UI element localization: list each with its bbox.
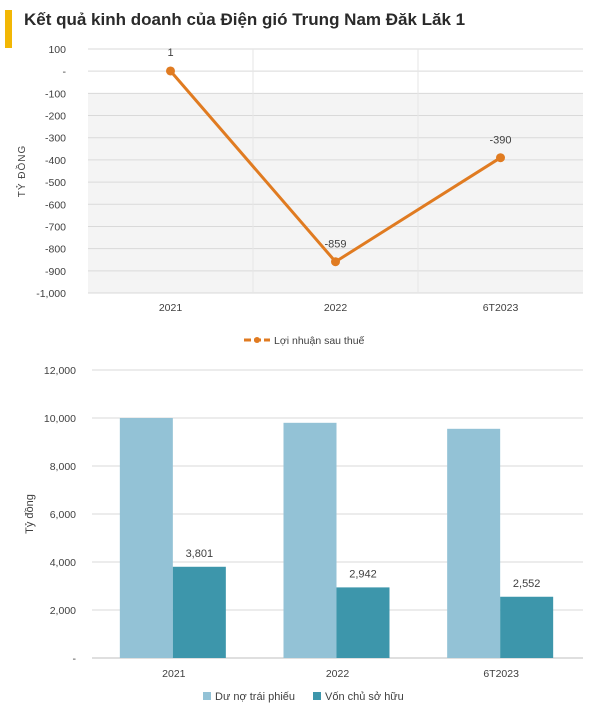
bar-von-chu-so-huu <box>500 596 554 658</box>
bar-du-no-trai-phieu <box>283 422 337 658</box>
legend-swatch <box>203 692 211 700</box>
profit-line-chart: 100 - -100 -200 -300 -400 -500 -600 -700 -800 -900… <box>15 44 583 347</box>
data-label: 1 <box>167 47 173 59</box>
data-point <box>496 153 505 163</box>
page-title: Kết quả kinh doanh của Điện gió Trung Na… <box>24 10 466 29</box>
bar-du-no-trai-phieu <box>119 418 173 658</box>
x-tick-label: 2022 <box>326 668 350 680</box>
y-tick-label: -600 <box>45 199 66 211</box>
y-tick-label: - <box>73 653 77 665</box>
x-tick-label: 2022 <box>324 302 348 314</box>
y-tick-label: - <box>63 66 67 78</box>
y-tick-label: 100 <box>48 44 66 56</box>
data-label: 3,801 <box>186 548 214 560</box>
data-label: 2,942 <box>349 568 377 580</box>
y-tick-label: -1,000 <box>36 288 66 300</box>
legend-swatch <box>313 692 321 700</box>
y-tick-label: -200 <box>45 111 66 123</box>
bar-du-no-trai-phieu <box>447 428 501 658</box>
y-tick-label: 4,000 <box>50 557 76 569</box>
y-tick-label: -900 <box>45 266 66 278</box>
y-tick-label: 6,000 <box>50 509 76 521</box>
legend-marker <box>254 337 260 343</box>
bar-von-chu-so-huu <box>336 587 390 658</box>
bar-von-chu-so-huu <box>172 566 226 658</box>
x-tick-label: 6T2023 <box>483 668 519 680</box>
y-tick-label: -300 <box>45 133 66 145</box>
legend-label: Lợi nhuận sau thuế <box>274 335 365 347</box>
data-label: 2,552 <box>513 578 541 590</box>
x-tick-label: 2021 <box>159 302 183 314</box>
y-tick-label: -700 <box>45 221 66 233</box>
x-tick-label: 2021 <box>162 668 186 680</box>
y-tick-label: 8,000 <box>50 461 76 473</box>
legend-label: Vốn chủ sở hữu <box>325 691 404 703</box>
y-tick-label: -500 <box>45 177 66 189</box>
legend-label: Dư nợ trái phiếu <box>215 691 295 703</box>
y-tick-label: -100 <box>45 88 66 100</box>
data-label: -390 <box>489 135 511 147</box>
data-point <box>331 257 340 267</box>
x-tick-label: 6T2023 <box>483 302 519 314</box>
y-tick-label: 2,000 <box>50 605 76 617</box>
y-tick-label: 12,000 <box>44 365 76 377</box>
y-tick-label: -800 <box>45 244 66 256</box>
data-label: -859 <box>324 239 346 251</box>
debt-equity-bar-chart: - 2,000 4,000 6,000 8,000 10,000 12,000 Tỷ đồng… <box>24 365 583 703</box>
y-tick-label: -400 <box>45 155 66 167</box>
title-accent-bar <box>5 10 12 48</box>
y-axis-label: Tỷ đồng <box>24 494 36 534</box>
y-tick-label: 10,000 <box>44 413 76 425</box>
y-axis-label: TỶ ĐỒNG <box>15 145 28 198</box>
data-point <box>166 66 175 76</box>
